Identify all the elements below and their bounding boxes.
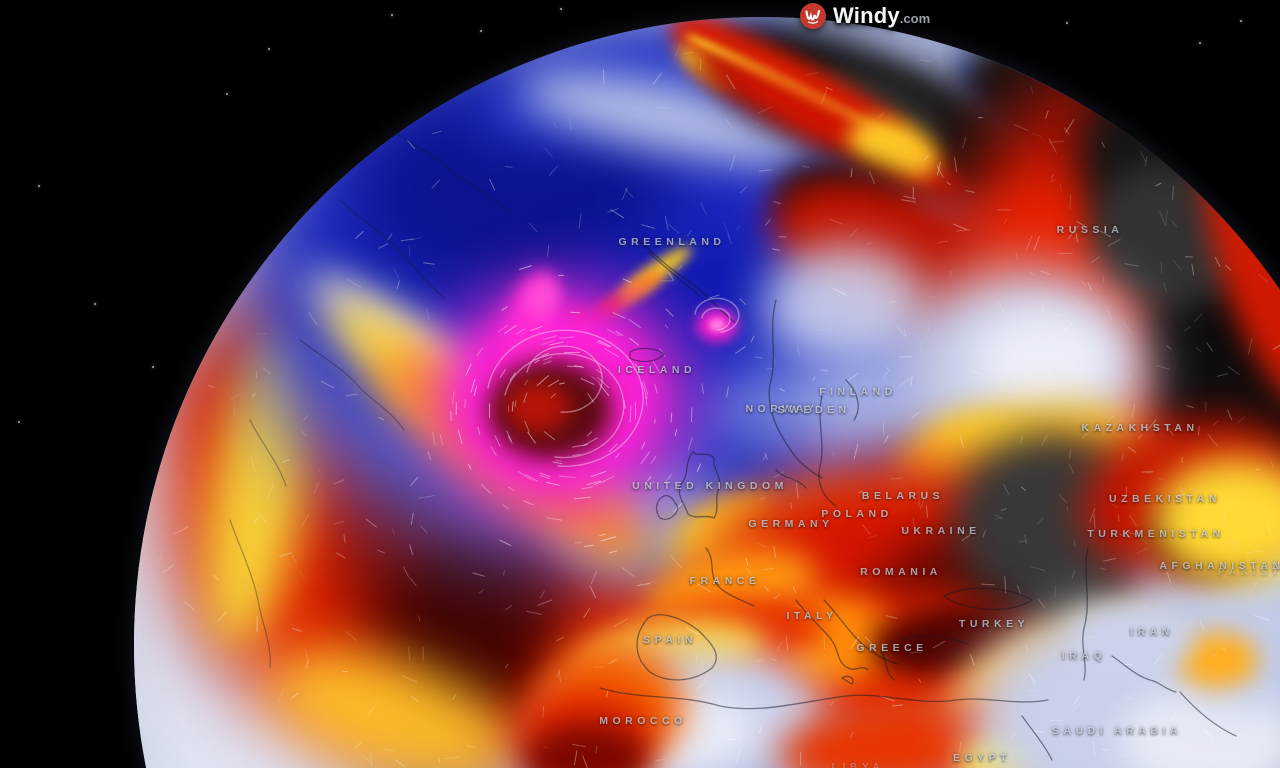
country-label-romania: ROMANIA — [860, 566, 942, 578]
country-label-poland: POLAND — [821, 508, 893, 520]
wind-streak — [690, 406, 693, 422]
country-label-turkmenistan: TURKMENISTAN — [1087, 528, 1225, 540]
country-label-uzbekistan: UZBEKISTAN — [1109, 493, 1221, 505]
wind-streak — [656, 106, 672, 109]
wind-streak — [602, 69, 605, 85]
country-label-pakistan: PAKISTAN — [1217, 566, 1280, 578]
country-label-italy: ITALY — [786, 610, 838, 622]
country-label-iran: IRAN — [1130, 626, 1174, 638]
country-label-finland: FINLAND — [819, 386, 897, 398]
wind-streak — [918, 58, 930, 63]
country-label-france: FRANCE — [689, 575, 761, 587]
country-label-greece: GREECE — [856, 642, 928, 654]
star — [94, 303, 96, 305]
wind-streak — [653, 418, 656, 425]
earth-globe[interactable] — [134, 17, 1280, 768]
country-label-kazakhstan: KAZAKHSTAN — [1081, 422, 1199, 434]
star — [38, 185, 40, 187]
country-label-ukraine: UKRAINE — [901, 525, 981, 537]
country-label-germany: GERMANY — [748, 518, 834, 530]
wind-streak — [1184, 255, 1193, 258]
windy-logo[interactable]: Windy.com — [799, 2, 930, 30]
anomaly-blob — [506, 381, 570, 433]
country-label-belarus: BELARUS — [861, 490, 945, 502]
wind-streak — [1102, 276, 1105, 283]
country-label-iraq: IRAQ — [1061, 650, 1107, 662]
country-label-saudi-arabia: SAUDI ARABIA — [1051, 725, 1183, 737]
country-label-iceland: ICELAND — [617, 364, 697, 376]
anomaly-blob — [709, 318, 725, 332]
globe-paint-layer — [134, 17, 1280, 768]
wind-streak — [1101, 748, 1108, 751]
star — [560, 8, 562, 10]
wind-streak — [799, 752, 801, 765]
country-label-turkey: TURKEY — [958, 618, 1030, 630]
star — [18, 421, 20, 423]
wind-streak — [996, 208, 1012, 211]
wind-streak — [488, 403, 491, 419]
wind-streak — [593, 665, 604, 668]
wind-streak — [575, 541, 583, 544]
country-label-united-kingdom: UNITED KINGDOM — [632, 480, 788, 492]
logo-wordmark: Windy.com — [833, 3, 930, 29]
logo-brand-text: Windy — [833, 3, 900, 28]
wind-streak — [255, 332, 266, 335]
country-label-russia: RUSSIA — [1056, 224, 1124, 236]
country-label-morocco: MOROCCO — [599, 715, 687, 727]
logo-tld-text: .com — [899, 11, 931, 26]
country-label-spain: SPAIN — [643, 634, 697, 646]
country-label-libya: LIBYA — [831, 761, 885, 768]
wind-streak — [728, 738, 738, 741]
country-label-egypt: EGYPT — [952, 752, 1012, 764]
country-label-afghanistan: AFGHANISTAN — [1159, 560, 1280, 572]
anomaly-blob — [1067, 604, 1193, 676]
windy-swirl-icon — [800, 3, 826, 29]
anomaly-blob — [971, 307, 1117, 413]
country-label-greenland: GREENLAND — [618, 236, 726, 248]
wind-streak — [899, 355, 913, 358]
country-label-norway: NORWAY — [745, 403, 819, 415]
wind-streak — [695, 654, 697, 663]
star — [391, 14, 393, 16]
country-label-sweden: SWEDEN — [777, 404, 851, 416]
wind-streak — [634, 402, 637, 419]
